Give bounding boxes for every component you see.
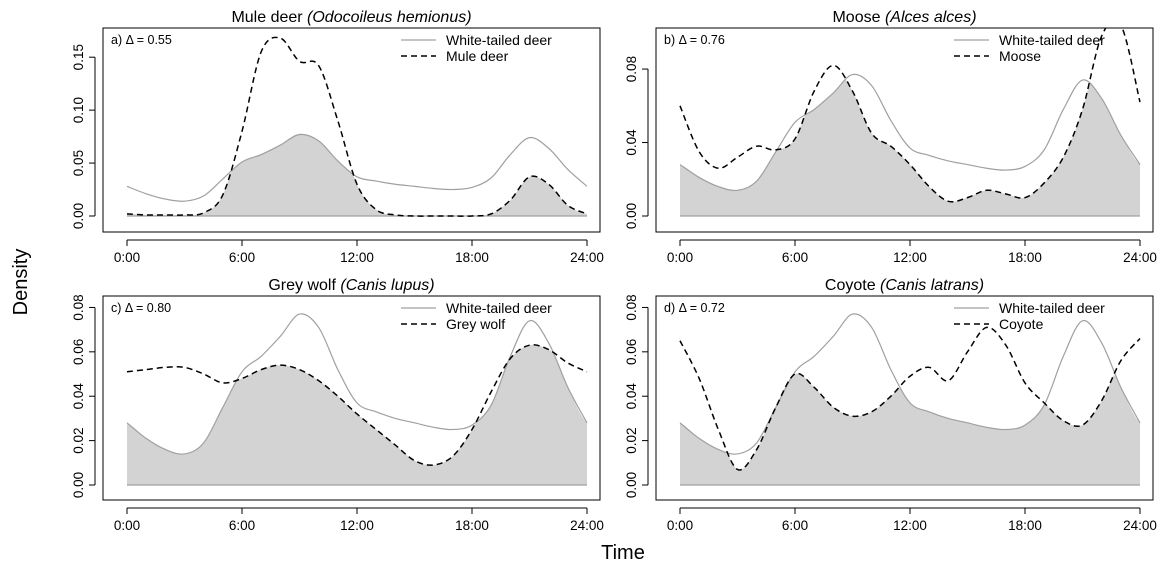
x-tick-label: 0:00 xyxy=(667,518,693,533)
x-tick-label: 12:00 xyxy=(893,518,927,533)
y-tick-label: 0.05 xyxy=(71,150,86,176)
y-tick-label: 0.04 xyxy=(71,383,86,410)
panel-plot-area xyxy=(679,313,1141,486)
panel-c: 0:00 6:00 12:00 18:00 24:00 0.00 0.02 0.04 0.06 0… xyxy=(71,277,604,533)
x-tick-label: 0:00 xyxy=(114,518,140,533)
y-tick-label: 0.08 xyxy=(624,56,639,82)
panel-title-scientific-name: (Canis latrans) xyxy=(880,277,984,294)
overlap-area xyxy=(680,79,1140,216)
x-tick-label: 18:00 xyxy=(1008,250,1042,265)
series-line-white-tailed-deer xyxy=(126,133,588,202)
panel-title: Mule deer (Odocoileus hemionus) xyxy=(231,9,471,26)
y-tick-label: 0.06 xyxy=(71,339,86,365)
x-tick-label: 18:00 xyxy=(455,518,489,533)
x-tick-label: 24:00 xyxy=(570,518,604,533)
legend-label: White-tailed deer xyxy=(999,32,1105,48)
panel-frame xyxy=(102,295,601,501)
y-tick-label: 0.00 xyxy=(624,472,639,498)
x-tick-label: 6:00 xyxy=(782,250,808,265)
x-tick-label: 24:00 xyxy=(1123,518,1157,533)
y-tick-label: 0.04 xyxy=(624,383,639,410)
panel-title-common-name: Mule deer xyxy=(231,9,307,26)
x-tick-label: 18:00 xyxy=(455,250,489,265)
panel-frame xyxy=(655,27,1154,233)
panel-d: 0:00 6:00 12:00 18:00 24:00 0.00 0.02 0.04 0.06 0… xyxy=(624,277,1157,533)
panel-plot-area xyxy=(126,36,588,217)
x-tick-label: 12:00 xyxy=(340,250,374,265)
x-tick-label: 12:00 xyxy=(893,250,927,265)
panel-title-scientific-name: (Canis lupus) xyxy=(340,277,434,294)
series-line-species xyxy=(679,28,1141,203)
x-tick-label: 0:00 xyxy=(667,250,693,265)
x-tick-label: 0:00 xyxy=(114,250,140,265)
panel-frame xyxy=(655,295,1154,501)
x-tick-label: 12:00 xyxy=(340,518,374,533)
panel-title-common-name: Grey wolf xyxy=(268,277,340,294)
series-line-species xyxy=(679,326,1141,471)
x-axis-title: Time xyxy=(601,542,645,564)
panel-plot-area xyxy=(126,313,588,486)
legend-label: White-tailed deer xyxy=(446,32,552,48)
panel-title-common-name: Moose xyxy=(832,9,884,26)
overlap-area xyxy=(127,134,587,216)
panel-title-common-name: Coyote xyxy=(825,277,880,294)
legend-label: White-tailed deer xyxy=(999,300,1105,316)
panel-title: Coyote (Canis latrans) xyxy=(825,277,984,294)
y-tick-label: 0.08 xyxy=(71,294,86,320)
panel-plot-area xyxy=(679,28,1141,217)
y-tick-label: 0.06 xyxy=(624,339,639,365)
x-tick-label: 6:00 xyxy=(229,518,255,533)
overlap-area xyxy=(680,373,1140,485)
y-axis-title: Density xyxy=(10,249,32,316)
x-tick-label: 24:00 xyxy=(1123,250,1157,265)
x-tick-label: 24:00 xyxy=(570,250,604,265)
series-line-white-tailed-deer xyxy=(679,73,1141,192)
legend-label: White-tailed deer xyxy=(446,300,552,316)
panel-title: Grey wolf (Canis lupus) xyxy=(268,277,434,294)
panel-title-scientific-name: (Odocoileus hemionus) xyxy=(307,9,472,26)
legend-label: Moose xyxy=(999,48,1041,64)
y-tick-label: 0.02 xyxy=(71,427,86,453)
series-line-white-tailed-deer xyxy=(679,313,1141,455)
panel-title-scientific-name: (Alces alces) xyxy=(885,9,977,26)
legend-label: Mule deer xyxy=(446,48,509,64)
y-tick-label: 0.00 xyxy=(71,203,86,229)
x-tick-label: 6:00 xyxy=(782,518,808,533)
panel-label: c) Δ = 0.80 xyxy=(111,301,171,315)
y-tick-label: 0.10 xyxy=(71,97,86,123)
panel-title: Moose (Alces alces) xyxy=(832,9,976,26)
y-tick-label: 0.00 xyxy=(71,472,86,498)
y-tick-label: 0.15 xyxy=(71,44,86,70)
y-tick-label: 0.02 xyxy=(624,427,639,453)
panel-frame xyxy=(102,27,601,233)
y-tick-label: 0.08 xyxy=(624,294,639,320)
series-line-species xyxy=(126,344,588,466)
panel-label: b) Δ = 0.76 xyxy=(664,33,725,47)
y-tick-label: 0.00 xyxy=(624,203,639,229)
panel-b: 0:00 6:00 12:00 18:00 24:00 0.00 0.04 0.08 Moose… xyxy=(624,9,1157,265)
panel-a: 0:00 6:00 12:00 18:00 24:00 0.00 0.05 0.10 0.15 M… xyxy=(71,9,604,265)
legend-label: Grey wolf xyxy=(446,316,505,332)
legend-label: Coyote xyxy=(999,316,1044,332)
series-line-white-tailed-deer xyxy=(126,313,588,455)
x-tick-label: 6:00 xyxy=(229,250,255,265)
panel-label: a) Δ = 0.55 xyxy=(111,33,172,47)
x-tick-label: 18:00 xyxy=(1008,518,1042,533)
y-tick-label: 0.04 xyxy=(624,129,639,156)
panel-label: d) Δ = 0.72 xyxy=(664,301,725,315)
